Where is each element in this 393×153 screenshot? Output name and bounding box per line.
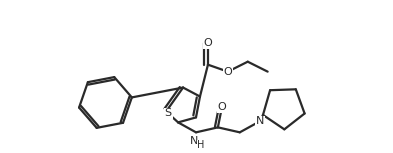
Text: N: N: [190, 136, 198, 146]
Text: O: O: [217, 103, 226, 112]
Text: N: N: [255, 116, 264, 126]
Text: H: H: [197, 140, 205, 150]
Text: O: O: [204, 38, 212, 48]
Text: S: S: [165, 108, 172, 118]
Text: O: O: [224, 67, 232, 77]
